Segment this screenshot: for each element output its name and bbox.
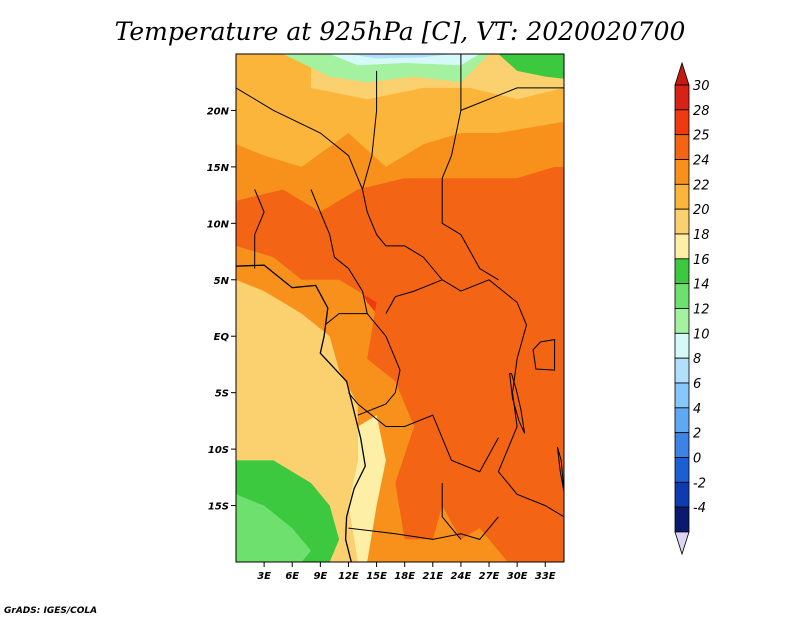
colorbar-swatch <box>674 357 690 384</box>
colorbar-label: 12 <box>693 303 710 318</box>
y-tick-label: EQ <box>214 332 230 343</box>
x-tick-label: 9E <box>313 571 327 582</box>
colorbar-label: 18 <box>693 228 710 243</box>
x-tick-label: 27E <box>479 571 500 582</box>
colorbar-label: 24 <box>693 154 710 169</box>
colorbar-label: -2 <box>693 476 706 491</box>
colorbar-label: 28 <box>693 104 710 119</box>
y-tick-label: 15S <box>208 502 229 513</box>
country-boundary-10 <box>441 483 462 540</box>
colorbar-label: 30 <box>693 79 710 94</box>
colorbar-label: 4 <box>693 402 701 417</box>
country-boundary-8 <box>348 392 499 473</box>
colorbar-swatch <box>674 84 690 111</box>
colorbar-label: 0 <box>693 452 701 467</box>
colorbar-swatch <box>674 506 690 533</box>
country-boundary-6 <box>385 279 443 314</box>
x-tick-label: 24E <box>451 571 472 582</box>
temperature-region-11 <box>348 54 452 59</box>
temperature-region-6 <box>348 415 386 562</box>
colorbar-swatch <box>674 109 690 136</box>
y-tick-label: 10S <box>208 445 229 456</box>
temperature-region-12 <box>498 54 564 79</box>
colorbar-label: 22 <box>693 178 710 193</box>
x-tick-label: 33E <box>535 571 556 582</box>
colorbar-swatch <box>674 208 690 235</box>
map-frame <box>235 53 565 563</box>
x-tick-label: 12E <box>338 571 359 582</box>
x-tick-label: 3E <box>257 571 271 582</box>
colorbar-label: 14 <box>693 278 710 293</box>
colorbar-swatch <box>674 183 690 210</box>
country-boundaries <box>236 54 564 562</box>
lake-outline-1 <box>532 339 556 371</box>
y-tick-label: 5S <box>215 389 229 400</box>
x-tick-label: 18E <box>394 571 415 582</box>
colorbar-swatch <box>674 233 690 260</box>
colorbar-label: 16 <box>693 253 710 268</box>
colorbar-label: -4 <box>693 501 706 516</box>
colorbar-swatch <box>674 258 690 285</box>
country-boundary-3 <box>460 87 564 111</box>
x-axis-ticks: 3E 6E 9E 12E 15E 18E 21E 24E 27E 30E 33E <box>257 562 556 582</box>
y-tick-label: 15N <box>207 163 230 174</box>
x-tick-label: 15E <box>366 571 387 582</box>
temperature-region-2 <box>236 166 564 562</box>
colorbar-label: 2 <box>693 427 701 442</box>
map-plot-area <box>235 53 565 563</box>
colorbar-swatch <box>674 308 690 334</box>
country-boundary-1 <box>236 87 363 190</box>
colorbar-swatch <box>674 332 690 359</box>
x-tick-label: 6E <box>285 571 299 582</box>
x-tick-label: 30E <box>507 571 528 582</box>
colorbar-swatch <box>674 481 690 508</box>
lake-outline-2 <box>556 446 564 493</box>
colorbar-swatch <box>674 159 690 185</box>
colorbar-swatch <box>674 457 690 483</box>
colorbar-label: 25 <box>693 129 710 144</box>
country-boundary-7 <box>357 313 401 416</box>
colorbar-over-arrow <box>674 61 690 86</box>
y-tick-label: 10N <box>207 219 230 230</box>
y-tick-label: 20N <box>207 106 230 117</box>
country-boundary-0 <box>361 70 564 518</box>
grads-credit: GrADS: IGES/COLA <box>4 606 97 616</box>
x-tick-label: 21E <box>422 571 443 582</box>
colorbar-label: 20 <box>693 203 710 218</box>
temperature-regions <box>236 54 564 562</box>
colorbar-under-arrow <box>674 531 690 556</box>
y-axis-ticks: 20N 15N 10N 5N EQ 5S 10S 15S <box>207 106 236 513</box>
temperature-region-8 <box>236 494 311 562</box>
country-boundary-5 <box>310 189 368 326</box>
colorbar-swatch <box>674 382 690 409</box>
colorbar-swatch <box>674 134 690 160</box>
chart-title: Temperature at 925hPa [C], VT: 202002070… <box>115 17 686 46</box>
coastline <box>236 264 366 562</box>
colorbar-label: 6 <box>693 377 701 392</box>
colorbar-label: 8 <box>693 352 701 367</box>
colorbar-swatch <box>674 432 690 458</box>
y-tick-label: 5N <box>214 276 230 287</box>
country-boundary-9 <box>348 516 499 540</box>
lake-outline-0 <box>509 373 526 434</box>
colorbar-swatch <box>674 407 690 434</box>
country-boundary-2 <box>441 54 499 281</box>
colorbar-swatch <box>674 283 690 309</box>
country-boundary-4 <box>254 189 265 269</box>
colorbar-label: 10 <box>693 327 710 342</box>
